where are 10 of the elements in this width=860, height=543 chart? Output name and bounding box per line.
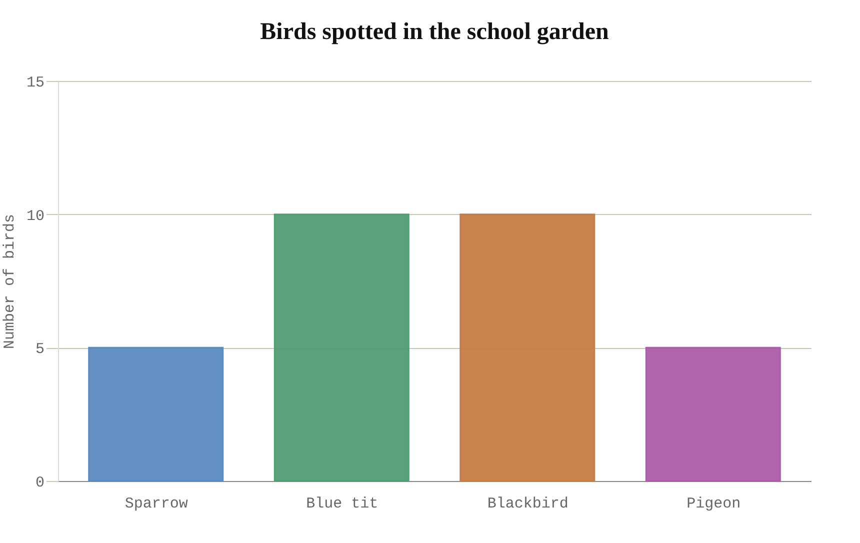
y-tick-label: 0	[35, 474, 44, 492]
y-tick-label: 5	[35, 341, 44, 358]
x-tick-label: Pigeon	[686, 496, 741, 512]
x-tick-label: Blue tit	[306, 496, 378, 512]
chart-title: Birds spotted in the school garden	[260, 19, 609, 45]
x-tick-label: Sparrow	[124, 496, 188, 512]
y-axis-title: Number of birds	[1, 214, 18, 350]
y-tick-label: 10	[26, 208, 44, 225]
y-tick-label: 15	[26, 74, 44, 92]
x-tick-label: Blackbird	[487, 496, 568, 512]
